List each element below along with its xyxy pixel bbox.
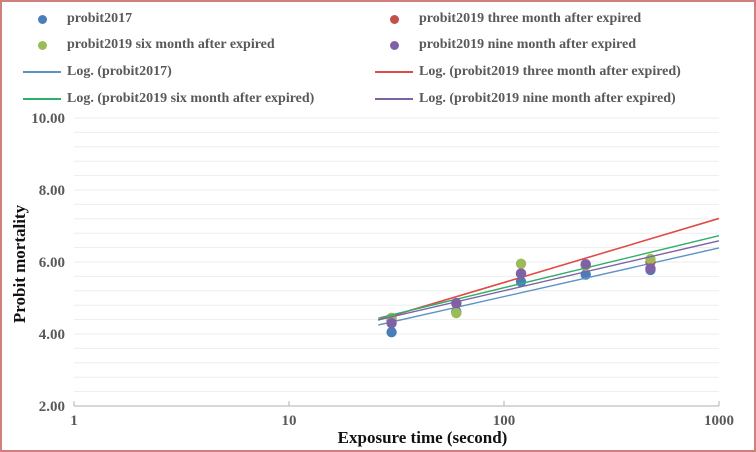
legend-item-3: probit2019 nine month after expired xyxy=(374,34,636,56)
legend-swatch xyxy=(389,40,399,50)
legend-swatch xyxy=(37,14,47,24)
legend-label: Log. (probit2017) xyxy=(67,64,172,79)
legend-label: probit2019 three month after expired xyxy=(419,11,642,26)
legend-swatch xyxy=(375,98,413,100)
y-axis-title: Probit mortality xyxy=(10,204,29,324)
y-tick-label: 10.00 xyxy=(31,111,65,127)
data-point xyxy=(451,307,462,319)
x-tick-label: 10 xyxy=(282,413,297,429)
data-point xyxy=(515,258,527,269)
x-axis-title: Exposure time (second) xyxy=(337,428,508,447)
y-tick-label: 8.00 xyxy=(39,183,65,199)
y-tick-label: 4.00 xyxy=(39,327,65,343)
legend-dot-marker-icon xyxy=(374,34,414,56)
trendline xyxy=(378,235,720,319)
legend-swatch xyxy=(23,98,61,100)
legend-line-marker-icon xyxy=(22,88,62,110)
legend-label: Log. (probit2019 three month after expir… xyxy=(419,64,681,79)
legend-dot-marker-icon xyxy=(374,8,414,30)
data-point xyxy=(515,268,527,279)
legend-label: probit2017 xyxy=(67,11,133,26)
x-tick-label: 1000 xyxy=(704,413,734,429)
data-point xyxy=(645,263,656,274)
legend-swatch xyxy=(389,14,399,24)
data-point xyxy=(580,258,591,270)
legend-item-2: probit2019 six month after expired xyxy=(22,34,275,56)
legend-item-1: probit2019 three month after expired xyxy=(374,8,641,30)
legend-item-0: probit2017 xyxy=(22,8,132,30)
x-tick-label: 100 xyxy=(493,413,516,429)
legend-item-6: Log. (probit2019 six month after expired… xyxy=(22,88,314,110)
legend-dot-marker-icon xyxy=(22,8,62,30)
trendline xyxy=(378,240,720,321)
legend-swatch xyxy=(375,71,413,73)
data-point xyxy=(386,318,397,329)
legend-label: probit2019 nine month after expired xyxy=(419,37,637,52)
legend-line-marker-icon xyxy=(374,61,414,83)
data-point xyxy=(451,297,462,309)
data-point xyxy=(386,327,397,338)
legend-label: Log. (probit2019 six month after expired… xyxy=(67,91,315,106)
legend-swatch xyxy=(23,71,61,73)
legend-item-4: Log. (probit2017) xyxy=(22,61,172,83)
trendline xyxy=(377,217,720,321)
legend-line-marker-icon xyxy=(374,88,414,110)
legend-line-marker-icon xyxy=(22,61,62,83)
legend-item-7: Log. (probit2019 nine month after expire… xyxy=(374,88,676,110)
legend-dot-marker-icon xyxy=(22,34,62,56)
legend-label: probit2019 six month after expired xyxy=(67,37,275,52)
chart-legend: probit2017 probit2019 three month after e… xyxy=(2,2,754,114)
legend-swatch xyxy=(37,40,47,50)
y-tick-label: 6.00 xyxy=(39,255,65,271)
x-tick-label: 1 xyxy=(70,413,78,429)
trendline xyxy=(378,247,720,326)
legend-label: Log. (probit2019 nine month after expire… xyxy=(419,91,676,106)
y-tick-label: 2.00 xyxy=(39,399,65,415)
legend-item-5: Log. (probit2019 three month after expir… xyxy=(374,61,681,83)
